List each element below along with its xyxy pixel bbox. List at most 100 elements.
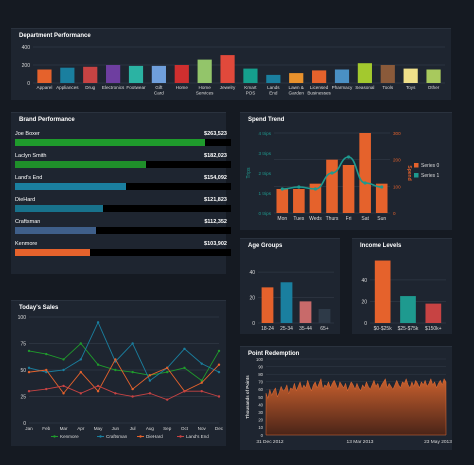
income-chart: 0 20 40 $0-$25k $25-$75k $150k+ <box>361 260 446 332</box>
x-tick-label: Jewelry <box>220 85 236 90</box>
y-right-axis-label: Spend <box>406 165 412 180</box>
bar <box>289 73 304 83</box>
y-tick-label: 0 <box>261 433 264 438</box>
series-point <box>200 390 203 393</box>
x-tick-label: Other <box>428 85 440 90</box>
x-tick-label: Tues <box>293 216 304 222</box>
x-tick-label: May <box>94 426 103 431</box>
y-tick-label: 40 <box>258 402 263 407</box>
x-tick-label: Dec <box>215 426 224 431</box>
bar <box>276 189 289 213</box>
bar <box>359 133 371 213</box>
bar <box>318 309 331 323</box>
brand-value: $263,523 <box>204 131 227 137</box>
series-point <box>79 370 83 374</box>
series-line <box>28 321 220 382</box>
legend-swatch <box>139 435 142 438</box>
bar <box>280 282 293 323</box>
brand-row: Craftsman $112,352 <box>15 219 231 235</box>
x-tick-label: 23 May 2013 <box>424 439 452 445</box>
x-tick-label: Pharmacy <box>332 85 353 90</box>
brand-name: Land's End <box>15 175 43 181</box>
series-point <box>165 366 169 370</box>
y-left-axis-label: Trips <box>246 167 252 178</box>
bar <box>334 69 350 83</box>
x-tick-label: Fri <box>346 216 352 222</box>
series-point <box>200 362 203 365</box>
x-tick-label: Jul <box>130 426 136 431</box>
x-tick-label: Seasonal <box>355 85 374 90</box>
bar <box>83 66 98 83</box>
y-tick-label: 25 <box>20 395 26 401</box>
point-redemption-panel: Point Redemption 0 10 20 30 40 50 60 70 80 90 100 T… <box>240 346 452 450</box>
x-tick-label: Mar <box>60 426 68 431</box>
bar <box>309 183 322 213</box>
y-left-tick-label: 0 trips <box>258 211 271 216</box>
y-right-tick-label: 300 <box>393 131 401 136</box>
series-point <box>96 363 100 366</box>
y-tick-label: 400 <box>22 45 31 51</box>
x-tick-label: Gift <box>155 85 163 90</box>
legend-label: Series 1 <box>421 173 440 179</box>
bar <box>293 189 305 213</box>
brand-bar-track <box>15 161 231 168</box>
age-chart: 0 20 40 18-24 25-34 35-44 65+ <box>249 270 334 332</box>
panel-title: Point Redemption <box>248 351 300 357</box>
x-tick-label: Thurs <box>326 216 339 222</box>
y-left-tick-label: 1 trips <box>258 191 271 196</box>
legend-swatch <box>99 435 102 438</box>
series-point <box>217 395 221 398</box>
legend-label: DieHard <box>146 434 163 439</box>
series-point <box>346 155 351 159</box>
brand-bar-track <box>15 227 231 234</box>
y-tick-label: 70 <box>258 380 263 385</box>
x-tick-label: 65+ <box>320 326 329 332</box>
y-tick-label: 50 <box>20 368 26 374</box>
x-tick-label: $0-$25k <box>374 326 393 332</box>
legend-label: Series 0 <box>421 163 440 169</box>
x-tick-label: Lawn & <box>289 85 304 90</box>
brand-row: Joe Boxer $263,523 <box>15 131 231 147</box>
bar <box>261 287 274 323</box>
x-tick-label: Jun <box>112 426 120 431</box>
legend-label: Land's End <box>186 434 209 439</box>
series-point <box>96 321 100 324</box>
bar <box>106 65 121 83</box>
x-tick-label: 25-34 <box>280 326 293 332</box>
brand-bar-track <box>15 249 231 256</box>
legend-swatch <box>414 173 419 178</box>
brand-value: $121,823 <box>204 197 227 203</box>
x-tick-label: 18-24 <box>261 326 274 332</box>
x-tick-label: Jan <box>25 426 33 431</box>
spend-chart: 0 trips 1 trips 2 trips 3 trips 4 trips 0 100 2… <box>246 131 440 222</box>
series-point <box>165 370 169 374</box>
x-tick-label: Businesses <box>307 91 331 96</box>
brand-bar <box>15 205 103 212</box>
series-point <box>330 171 334 175</box>
brand-bar-track <box>15 205 231 212</box>
x-tick-label: Footwear <box>126 85 146 90</box>
series-point <box>79 392 83 395</box>
series-point <box>280 187 284 191</box>
bar <box>380 65 395 83</box>
x-tick-label: Sun <box>377 216 386 222</box>
x-tick-label: Lands <box>267 85 280 90</box>
series-point <box>131 370 134 374</box>
panel-title: Age Groups <box>248 243 283 249</box>
series-point <box>200 381 203 384</box>
y-right-tick-label: 200 <box>393 158 401 163</box>
series-point <box>27 366 31 370</box>
y-tick-label: 0 <box>27 81 30 87</box>
series-point <box>217 363 221 366</box>
brand-row: Laclyn Smith $182,023 <box>15 153 231 169</box>
x-tick-label: Tools <box>382 85 393 90</box>
series-point <box>380 185 384 189</box>
x-tick-label: Home <box>199 85 212 90</box>
y-left-tick-label: 2 trips <box>258 171 271 176</box>
panel-title: Today's Sales <box>19 305 59 311</box>
brand-value: $112,352 <box>204 219 227 225</box>
spend-trend-panel: Spend Trend 0 trips 1 trips 2 trips 3 trips… <box>240 112 452 230</box>
brand-performance-panel: Brand Performance Joe Boxer $263,523 Lacly… <box>11 112 231 274</box>
series-point <box>131 342 134 345</box>
y-tick-label: 200 <box>22 63 31 69</box>
